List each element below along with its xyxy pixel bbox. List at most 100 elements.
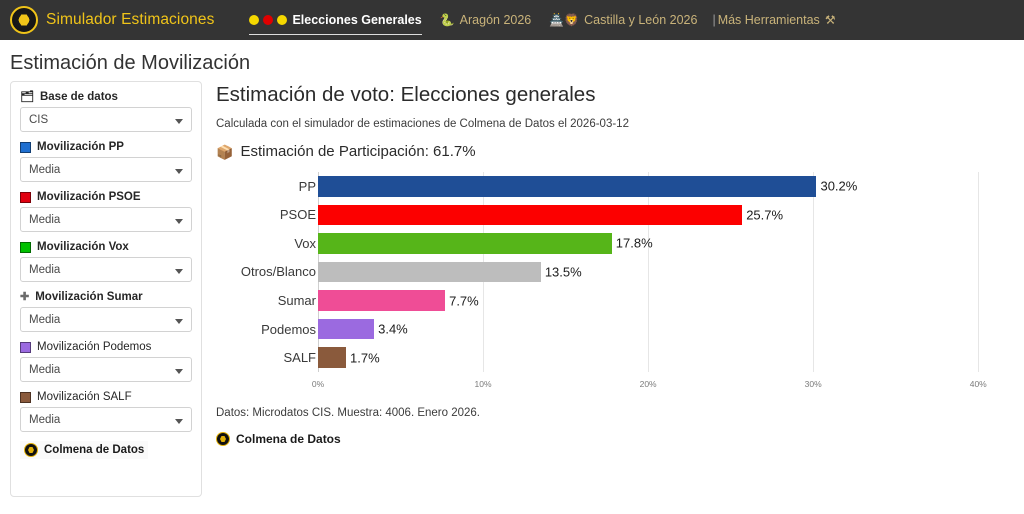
psoe-color-swatch-icon	[20, 191, 31, 203]
x-tick-label: 30%	[804, 379, 822, 389]
gridline-30%	[813, 172, 815, 372]
bar-value-label: 7.7%	[449, 293, 479, 309]
nav-items: Elecciones Generales 🐍 Aragón 2026 🏯🦁 Ca…	[240, 3, 836, 37]
bar-otros-blanco[interactable]	[318, 261, 541, 283]
label-movilizacion-salf: Movilización SALF	[20, 391, 192, 403]
field-movilizacion-podemos: Movilización Podemos Media	[20, 341, 192, 382]
spain-flag-dots-icon	[249, 15, 288, 25]
bar-value-label: 3.4%	[378, 321, 408, 337]
brand[interactable]: Simulador Estimaciones	[10, 6, 214, 34]
label-movilizacion-sumar: ✚ Movilización Sumar	[20, 291, 192, 303]
select-value-movilizacion-salf: Media	[29, 413, 61, 426]
bar-category-label: PSOE	[279, 207, 316, 223]
chart-bars: PP 30.2% PSOE 25.7% Vox 17.8% Otros/Blanco 13.5…	[216, 172, 1024, 372]
bar-pp[interactable]	[318, 176, 817, 197]
bar-category-label: PP	[298, 178, 316, 194]
label-movilizacion-podemos: Movilización Podemos	[20, 341, 192, 353]
chart-row: Podemos 3.4%	[216, 315, 1024, 344]
nav-label-mas-herramientas: Más Herramientas	[717, 13, 820, 27]
select-movilizacion-psoe[interactable]: Media	[20, 207, 192, 232]
nav-label-elecciones-generales: Elecciones Generales	[292, 13, 422, 27]
chart-row: Sumar 7.7%	[216, 286, 1024, 315]
bar-value-label: 13.5%	[544, 264, 582, 280]
bar-value-label: 1.7%	[350, 350, 380, 366]
select-movilizacion-pp[interactable]: Media	[20, 157, 192, 182]
label-text-movilizacion-pp: Movilización PP	[37, 141, 124, 153]
nav-item-aragon-2026[interactable]: 🐍 Aragón 2026	[431, 3, 541, 37]
x-tick-label: 10%	[474, 379, 492, 389]
label-text-movilizacion-sumar: Movilización Sumar	[35, 291, 143, 303]
gridline-40%	[978, 172, 980, 372]
bar-category-label: Otros/Blanco	[240, 264, 316, 280]
chart-x-axis: 0% 10% 20% 30% 40%	[216, 375, 1024, 397]
select-value-movilizacion-pp: Media	[29, 163, 61, 176]
label-text-movilizacion-podemos: Movilización Podemos	[37, 341, 152, 353]
main-content: Estimación de voto: Elecciones generales…	[202, 81, 1024, 446]
select-base-de-datos[interactable]: CIS	[20, 107, 192, 132]
bar-category-label: SALF	[283, 350, 316, 366]
select-value-movilizacion-vox: Media	[29, 263, 61, 276]
chart-footnote: Datos: Microdatos CIS. Muestra: 4006. En…	[216, 407, 480, 419]
bar-salf[interactable]	[318, 347, 347, 368]
sidebar-brand-footer: Colmena de Datos	[20, 441, 149, 459]
sumar-plus-icon: ✚	[20, 290, 30, 303]
nav-separator: |	[712, 13, 716, 27]
navbar: Simulador Estimaciones Elecciones Genera…	[0, 0, 1024, 40]
label-text-base-de-datos: Base de datos	[39, 91, 118, 103]
bar-value-label: 30.2%	[820, 178, 858, 194]
select-movilizacion-sumar[interactable]: Media	[20, 307, 192, 332]
colmena-mini-logo-icon	[24, 443, 38, 457]
sidebar-brand-label: Colmena de Datos	[44, 444, 145, 456]
gridline-20%	[648, 172, 650, 372]
vote-estimate-bar-chart: PP 30.2% PSOE 25.7% Vox 17.8% Otros/Blanco 13.5…	[216, 172, 1024, 397]
select-value-movilizacion-podemos: Media	[29, 363, 61, 376]
bar-psoe[interactable]	[318, 204, 743, 226]
page-layout: 🗂 Base de datos CIS Movilización PP Medi…	[0, 81, 1024, 497]
field-movilizacion-pp: Movilización PP Media	[20, 141, 192, 182]
participation-label: Estimación de Participación: 61.7%	[240, 143, 476, 160]
select-movilizacion-podemos[interactable]: Media	[20, 357, 192, 382]
salf-color-swatch-icon	[20, 391, 31, 403]
select-value-movilizacion-psoe: Media	[29, 213, 61, 226]
bar-sumar[interactable]	[318, 290, 446, 311]
x-tick-label: 40%	[969, 379, 987, 389]
podemos-color-swatch-icon	[20, 341, 31, 353]
select-movilizacion-vox[interactable]: Media	[20, 257, 192, 282]
chart-title: Estimación de voto: Elecciones generales	[216, 83, 596, 106]
bar-value-label: 25.7%	[746, 207, 784, 223]
bar-category-label: Podemos	[261, 321, 316, 337]
chart-row: PP 30.2%	[216, 172, 1024, 201]
field-movilizacion-vox: Movilización Vox Media	[20, 241, 192, 282]
label-movilizacion-vox: Movilización Vox	[20, 241, 192, 253]
participation-estimate: 📦 Estimación de Participación: 61.7%	[216, 143, 1024, 160]
sidebar: 🗂 Base de datos CIS Movilización PP Medi…	[10, 81, 202, 497]
nav-item-mas-herramientas[interactable]: Más Herramientas ⚒	[718, 13, 836, 27]
label-text-movilizacion-vox: Movilización Vox	[37, 241, 129, 253]
bar-category-label: Sumar	[277, 293, 316, 309]
chart-row: Vox 17.8%	[216, 229, 1024, 258]
select-value-base-de-datos: CIS	[29, 113, 49, 126]
x-tick-label: 0%	[311, 379, 325, 389]
label-movilizacion-pp: Movilización PP	[20, 141, 192, 153]
nav-label-castilla-y-leon-2026: Castilla y León 2026	[584, 13, 698, 27]
tools-icon: ⚒	[824, 13, 836, 27]
chart-subtitle: Calculada con el simulador de estimacion…	[216, 118, 629, 130]
select-movilizacion-salf[interactable]: Media	[20, 407, 192, 432]
colmena-logo-icon	[10, 6, 38, 34]
chart-row: PSOE 25.7%	[216, 201, 1024, 230]
select-value-movilizacion-sumar: Media	[29, 313, 61, 326]
bar-podemos[interactable]	[318, 318, 375, 340]
x-tick-label: 20%	[639, 379, 657, 389]
chart-row: SALF 1.7%	[216, 343, 1024, 372]
brand-title: Simulador Estimaciones	[46, 11, 215, 28]
bar-category-label: Vox	[294, 235, 316, 251]
main-brand-footer: Colmena de Datos	[216, 432, 1024, 446]
nav-label-aragon-2026: Aragón 2026	[459, 13, 532, 27]
nav-item-castilla-y-leon-2026[interactable]: 🏯🦁 Castilla y León 2026	[540, 3, 706, 37]
castilla-leon-icon: 🏯🦁	[549, 13, 580, 27]
bar-vox[interactable]	[318, 233, 612, 254]
nav-item-elecciones-generales[interactable]: Elecciones Generales	[240, 3, 430, 37]
bar-value-label: 17.8%	[615, 235, 653, 251]
label-text-movilizacion-psoe: Movilización PSOE	[37, 191, 141, 203]
label-base-de-datos: 🗂 Base de datos	[20, 91, 192, 103]
